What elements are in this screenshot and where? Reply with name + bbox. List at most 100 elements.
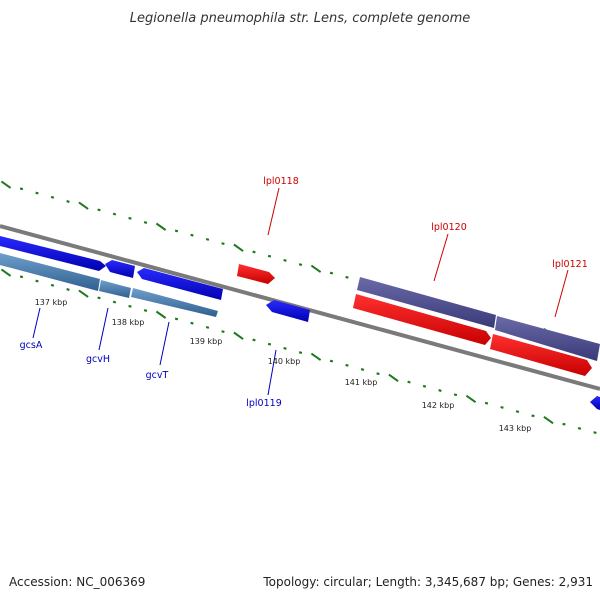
cds-reverse-bar-2[interactable] bbox=[99, 280, 131, 298]
kbp-label: 137 kbp bbox=[35, 298, 68, 307]
minor-tick bbox=[174, 317, 179, 321]
gene-lpl0118-arrow[interactable] bbox=[237, 264, 275, 284]
cds-reverse-bar-1[interactable] bbox=[0, 253, 100, 291]
gene-label-lpl0119: lpl0119 bbox=[246, 398, 282, 409]
minor-tick bbox=[128, 304, 132, 308]
major-tick bbox=[155, 310, 167, 319]
kbp-label: 143 kbp bbox=[499, 424, 532, 433]
minor-tick bbox=[329, 271, 334, 275]
gene-gcvH-arrow[interactable] bbox=[105, 260, 135, 278]
accession-text: Accession: NC_006369 bbox=[9, 575, 145, 589]
leader-lpl0118 bbox=[267, 187, 280, 236]
minor-tick bbox=[97, 296, 101, 300]
minor-tick bbox=[112, 212, 117, 216]
lower-tick-track bbox=[0, 268, 597, 435]
gene-label-gcvH: gcvH bbox=[86, 354, 110, 365]
minor-tick bbox=[376, 372, 380, 376]
minor-tick bbox=[19, 187, 24, 191]
gene-label-lpl0120: lpl0120 bbox=[431, 222, 467, 233]
gene-lpl0120-arrow[interactable] bbox=[353, 294, 491, 345]
minor-tick bbox=[577, 426, 582, 430]
minor-tick bbox=[19, 275, 24, 279]
cds-forward-bar-2[interactable] bbox=[495, 316, 600, 361]
leader-gcvT bbox=[159, 321, 170, 366]
minor-tick bbox=[66, 200, 70, 203]
major-tick bbox=[0, 268, 12, 277]
minor-tick bbox=[66, 288, 70, 291]
minor-tick bbox=[453, 393, 458, 397]
major-tick bbox=[155, 222, 167, 231]
minor-tick bbox=[252, 338, 256, 342]
leader-gcsA bbox=[32, 307, 41, 339]
minor-tick bbox=[422, 384, 427, 388]
minor-tick bbox=[143, 221, 148, 224]
minor-tick bbox=[252, 250, 256, 254]
kbp-label: 139 kbp bbox=[190, 337, 223, 346]
minor-tick bbox=[562, 422, 566, 426]
minor-tick bbox=[112, 300, 117, 304]
minor-tick bbox=[97, 208, 101, 212]
kbp-label: 138 kbp bbox=[112, 318, 145, 327]
gene-label-gcvT: gcvT bbox=[146, 370, 169, 381]
kbp-label: 142 kbp bbox=[422, 401, 455, 410]
minor-tick bbox=[190, 321, 194, 325]
minor-tick bbox=[438, 389, 442, 392]
major-tick bbox=[0, 180, 12, 189]
minor-tick bbox=[283, 258, 287, 262]
map-title: Legionella pneumophila str. Lens, comple… bbox=[130, 11, 471, 26]
kbp-axis-labels: 137 kbp 138 kbp 139 kbp 140 kbp 141 kbp … bbox=[35, 298, 532, 433]
minor-tick bbox=[298, 351, 303, 355]
minor-tick bbox=[329, 359, 334, 363]
major-tick bbox=[465, 394, 477, 404]
minor-tick bbox=[267, 342, 272, 346]
cds-forward-bar-1[interactable] bbox=[357, 277, 496, 328]
gene-label-gcsA: gcsA bbox=[20, 340, 43, 351]
kbp-label: 140 kbp bbox=[268, 357, 301, 366]
minor-tick bbox=[221, 330, 225, 334]
gene-lpl0119-arrow[interactable] bbox=[266, 300, 310, 322]
minor-tick bbox=[50, 283, 55, 287]
major-tick bbox=[233, 243, 244, 252]
minor-tick bbox=[50, 195, 55, 199]
minor-tick bbox=[298, 263, 303, 267]
minor-tick bbox=[190, 233, 194, 237]
minor-tick bbox=[500, 405, 504, 409]
major-tick bbox=[78, 201, 89, 210]
minor-tick bbox=[407, 380, 411, 384]
genome-summary-text: Topology: circular; Length: 3,345,687 bp… bbox=[262, 575, 593, 589]
gene-lpl0121-arrow[interactable] bbox=[490, 334, 592, 376]
major-tick bbox=[310, 352, 322, 361]
minor-tick bbox=[205, 237, 210, 241]
minor-tick bbox=[35, 191, 39, 195]
minor-tick bbox=[360, 368, 365, 371]
gene-edge-arrow[interactable] bbox=[590, 396, 600, 410]
minor-tick bbox=[515, 410, 520, 414]
minor-tick bbox=[143, 309, 148, 312]
minor-tick bbox=[35, 279, 39, 283]
major-tick bbox=[233, 331, 244, 340]
gene-label-lpl0121: lpl0121 bbox=[552, 259, 588, 270]
major-tick bbox=[388, 373, 399, 383]
kbp-label: 141 kbp bbox=[345, 378, 378, 387]
cds-reverse-bar-3[interactable] bbox=[131, 288, 218, 317]
minor-tick bbox=[283, 346, 287, 350]
leader-lpl0119 bbox=[267, 349, 277, 396]
major-tick bbox=[310, 264, 322, 273]
minor-tick bbox=[128, 216, 132, 220]
leader-lpl0120 bbox=[433, 233, 449, 282]
minor-tick bbox=[531, 414, 535, 418]
leader-gcvH bbox=[98, 307, 109, 351]
gene-gcsA-arrow[interactable] bbox=[0, 236, 106, 271]
major-tick bbox=[543, 415, 554, 425]
minor-tick bbox=[221, 242, 225, 246]
major-tick bbox=[78, 289, 89, 298]
minor-tick bbox=[345, 275, 349, 279]
minor-tick bbox=[205, 325, 210, 329]
gene-gcvT-arrow[interactable] bbox=[137, 268, 223, 300]
minor-tick bbox=[345, 363, 349, 367]
minor-tick bbox=[484, 401, 489, 405]
minor-tick bbox=[267, 254, 272, 258]
minor-tick bbox=[593, 431, 597, 435]
leader-lpl0121 bbox=[554, 269, 569, 318]
